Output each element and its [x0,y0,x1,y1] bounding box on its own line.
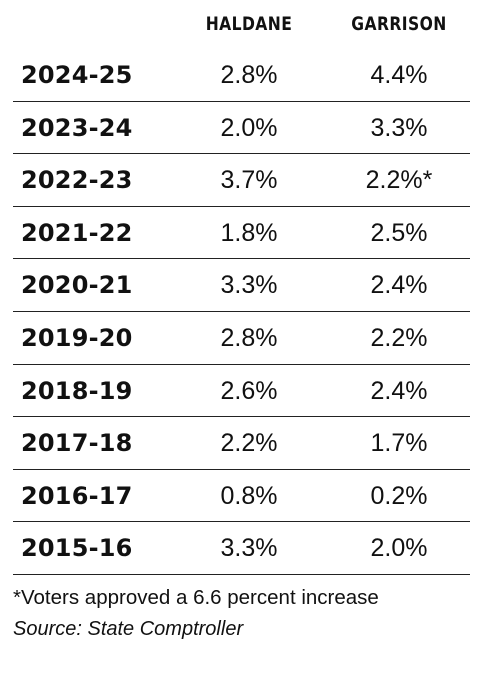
garrison-value: 2.2%* [365,166,433,195]
year-cell: 2015-16 [21,534,133,563]
haldane-value: 2.8% [220,61,278,89]
table-row: 2021-22 1.8% 2.5% [13,207,470,260]
data-table: HALDANE GARRISON 2024-25 2.8% 4.4% 2023-… [13,0,470,575]
haldane-value: 2.6% [220,376,278,405]
year-cell: 2019-20 [21,323,133,352]
haldane-value: 2.8% [220,323,278,352]
table-row: 2024-25 2.8% 4.4% [13,49,470,102]
table-row: 2023-24 2.0% 3.3% [13,102,470,155]
haldane-value: 3.7% [220,166,278,195]
year-cell: 2018-19 [21,376,133,405]
garrison-value: 1.7% [370,429,428,458]
garrison-value: 2.4% [370,376,428,405]
haldane-value: 3.3% [220,271,278,300]
source-credit: Source: State Comptroller [13,618,244,640]
table-header: HALDANE GARRISON [13,0,470,49]
garrison-value: 2.0% [370,534,428,563]
year-cell: 2017-18 [21,429,133,458]
haldane-value: 3.3% [220,534,278,563]
column-header-garrison: GARRISON [351,13,447,35]
table-row: 2018-19 2.6% 2.4% [13,365,470,418]
year-cell: 2023-24 [21,113,133,142]
year-cell: 2021-22 [21,218,133,247]
table-row: 2020-21 3.3% 2.4% [13,259,470,312]
table-row: 2015-16 3.3% 2.0% [13,522,470,575]
haldane-value: 2.0% [220,113,278,142]
garrison-value: 2.5% [370,218,428,247]
table-row: 2022-23 3.7% 2.2%* [13,154,470,207]
year-cell: 2020-21 [21,271,133,300]
garrison-value: 2.4% [370,271,428,300]
garrison-value: 2.2% [370,323,428,352]
year-cell: 2024-25 [21,61,133,89]
garrison-value: 4.4% [370,61,428,89]
haldane-value: 0.8% [220,481,278,510]
garrison-value: 0.2% [370,481,428,510]
haldane-value: 1.8% [220,218,278,247]
year-cell: 2022-23 [21,166,133,195]
column-header-haldane: HALDANE [205,13,293,35]
garrison-value: 3.3% [370,113,428,142]
year-cell: 2016-17 [21,481,133,510]
table-row: 2019-20 2.8% 2.2% [13,312,470,365]
haldane-value: 2.2% [220,429,278,458]
footnote: *Voters approved a 6.6 percent increase [13,586,379,609]
table-row: 2017-18 2.2% 1.7% [13,417,470,470]
table-row: 2016-17 0.8% 0.2% [13,470,470,523]
